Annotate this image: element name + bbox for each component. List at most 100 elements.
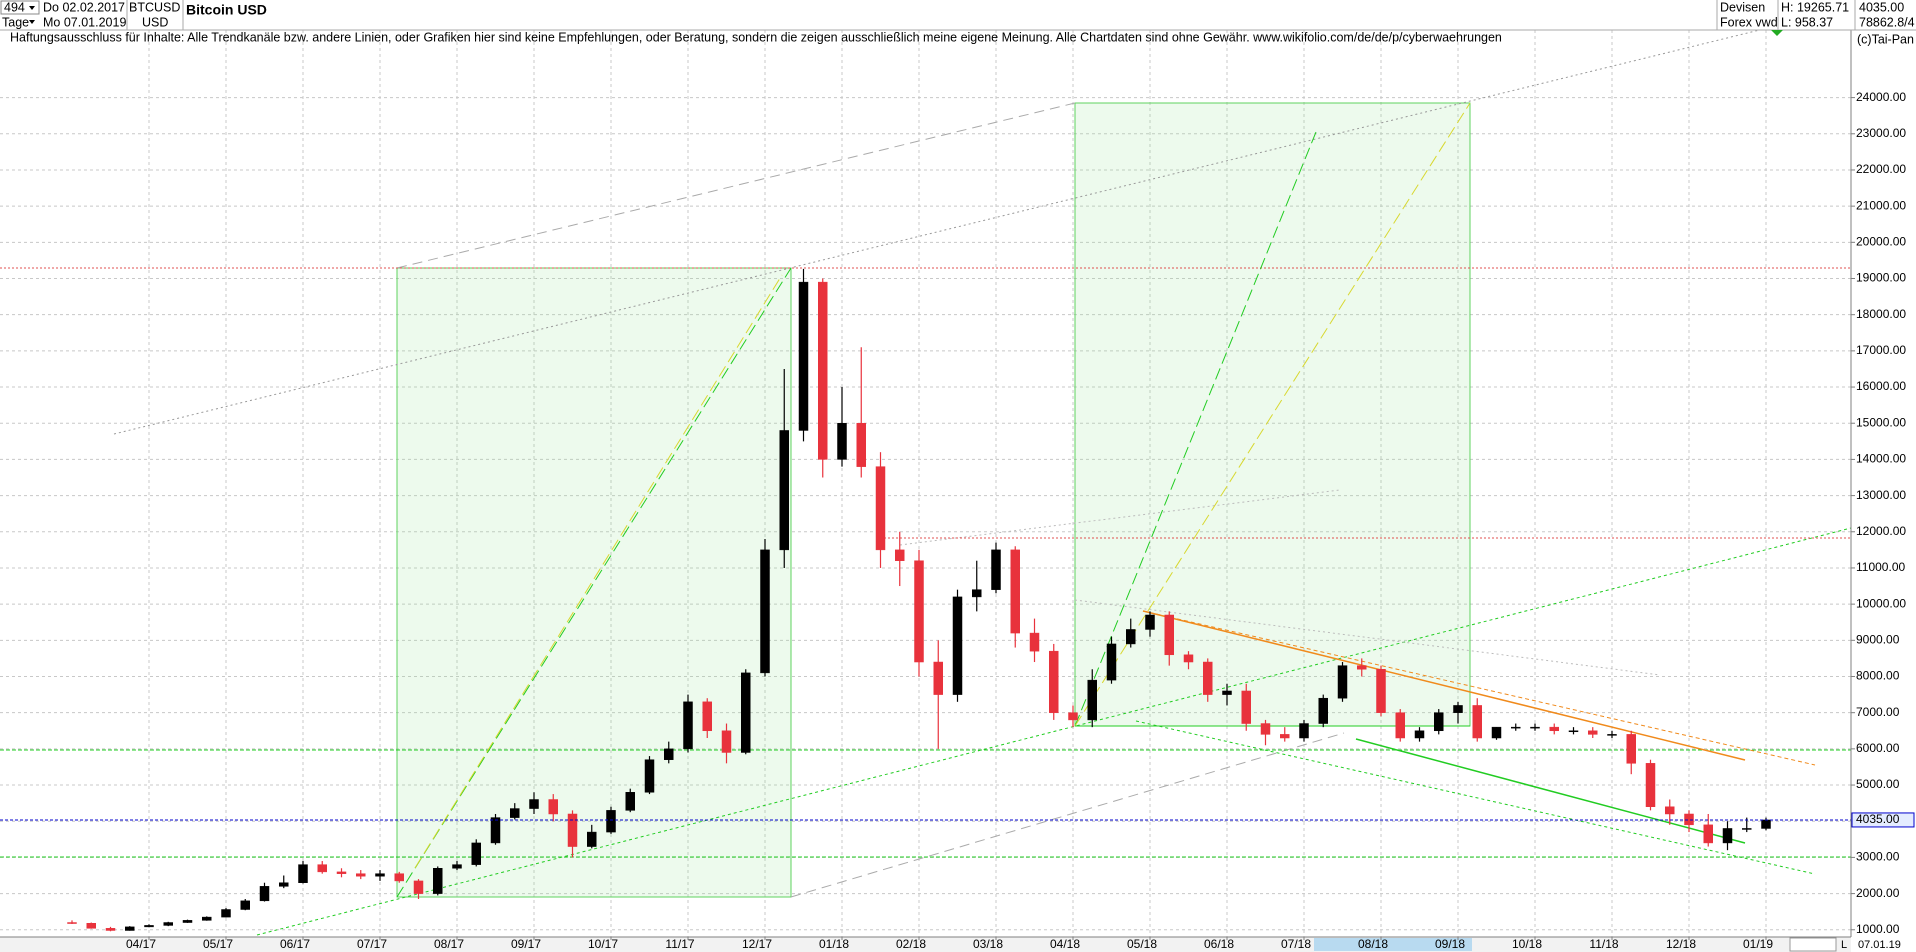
scrollbar[interactable] xyxy=(1789,937,1837,952)
fan-line xyxy=(1074,102,1471,727)
candle-body xyxy=(433,868,443,894)
candle-body xyxy=(1665,806,1675,815)
x-tick-label: 11/18 xyxy=(1589,937,1618,951)
fan-line xyxy=(1074,131,1317,727)
candle-body xyxy=(1126,629,1136,645)
unit[interactable]: Tage xyxy=(2,15,29,29)
candle-body xyxy=(67,922,77,924)
x-tick-label: 08/18 xyxy=(1358,937,1388,951)
candle-body xyxy=(1414,730,1425,739)
y-tick-label: 5000.00 xyxy=(1856,777,1900,791)
x-tick-label: 06/18 xyxy=(1204,937,1234,951)
candle-body xyxy=(895,549,905,561)
chart-title: Bitcoin USD xyxy=(186,2,267,18)
candle-body xyxy=(779,430,789,551)
y-tick-label: 19000.00 xyxy=(1856,271,1906,285)
candle-body xyxy=(1183,654,1194,663)
x-tick-label: 04/18 xyxy=(1050,937,1080,951)
candle-body xyxy=(1511,726,1521,729)
fan-line xyxy=(414,274,783,869)
candle-body xyxy=(1568,730,1579,733)
candle-body xyxy=(1491,726,1502,739)
bottom-mark: L xyxy=(1841,939,1847,951)
last: 4035.00 xyxy=(1859,0,1904,14)
header-bg xyxy=(0,0,1916,30)
candle-body xyxy=(375,873,385,877)
y-tick-label: 1000.00 xyxy=(1856,922,1900,936)
trend-line xyxy=(1142,610,1746,761)
candle-body xyxy=(1395,712,1405,739)
trend-line xyxy=(1142,610,1816,766)
candle-body xyxy=(144,925,154,928)
date-to: Mo 07.01.2019 xyxy=(43,15,126,29)
candle-body xyxy=(471,842,481,865)
candle-body xyxy=(1299,723,1309,739)
y-tick-label: 14000.00 xyxy=(1856,452,1906,466)
candle-body xyxy=(1645,763,1656,807)
candle-body xyxy=(1337,665,1348,699)
date-from: Do 02.02.2017 xyxy=(43,0,125,14)
candle-body xyxy=(567,813,578,847)
trend-line xyxy=(1355,738,1746,844)
candle-body xyxy=(125,926,135,931)
candle-body xyxy=(1068,712,1078,721)
candle-body xyxy=(721,730,732,753)
trend-line xyxy=(790,732,1345,898)
count[interactable]: 494 xyxy=(4,0,25,14)
grid-layer xyxy=(0,30,1851,937)
y-tick-label: 9000.00 xyxy=(1856,632,1900,646)
candle-body xyxy=(202,916,212,921)
candle-body xyxy=(240,900,250,910)
x-tick-label: 01/18 xyxy=(819,937,849,951)
candle-body xyxy=(1549,726,1559,732)
y-tick-label: 22000.00 xyxy=(1856,162,1906,176)
x-tick-label: 05/18 xyxy=(1127,937,1157,951)
fan-line xyxy=(396,267,792,898)
price-label: 4035.00 xyxy=(1856,812,1900,826)
trend-line xyxy=(899,489,1341,546)
x-tick-label: 11/17 xyxy=(665,937,694,951)
y-tick-label: 6000.00 xyxy=(1856,741,1900,755)
candles xyxy=(0,268,1851,932)
candle-body xyxy=(760,549,770,674)
candle-body xyxy=(914,560,924,663)
candle-body xyxy=(1453,705,1463,713)
candle-body xyxy=(875,466,886,551)
candle-body xyxy=(259,886,270,902)
y-tick-label: 24000.00 xyxy=(1856,90,1906,104)
y-tick-label: 7000.00 xyxy=(1856,705,1900,719)
trend-line xyxy=(1135,720,1816,875)
y-tick-label: 20000.00 xyxy=(1856,234,1906,248)
copyright: (c)Tai-Pan xyxy=(1857,32,1914,46)
y-tick-label: 10000.00 xyxy=(1856,596,1906,610)
candle-body xyxy=(1742,828,1752,830)
candle-body xyxy=(1049,650,1059,713)
candle-body xyxy=(105,928,116,931)
candle-body xyxy=(1203,661,1213,695)
disclaimer: Haftungsausschluss für Inhalte: Alle Tre… xyxy=(10,30,1502,44)
x-tick-label: 03/18 xyxy=(973,937,1003,951)
bottom-date: 07.01.19 xyxy=(1858,939,1901,951)
candle-body xyxy=(952,596,963,695)
candle-body xyxy=(972,589,982,598)
candle-body xyxy=(587,831,597,847)
candle-body xyxy=(356,873,366,877)
candle-body xyxy=(413,880,424,894)
candle-body xyxy=(1010,549,1020,634)
high: H: 19265.71 xyxy=(1781,0,1849,14)
candle-body xyxy=(1357,665,1367,670)
x-tick-label: 07/18 xyxy=(1281,937,1311,951)
x-tick-label: 12/17 xyxy=(742,937,772,951)
candle-body xyxy=(702,701,712,732)
dropdown-arrows xyxy=(29,6,35,24)
candle-body xyxy=(1761,819,1771,829)
candle-body xyxy=(221,909,231,918)
candle-body xyxy=(317,864,327,873)
count-select[interactable] xyxy=(0,0,40,15)
candle-body xyxy=(1241,690,1251,724)
candle-body xyxy=(548,799,558,815)
y-axis-panel xyxy=(1851,0,1916,952)
candle-body xyxy=(510,808,520,818)
